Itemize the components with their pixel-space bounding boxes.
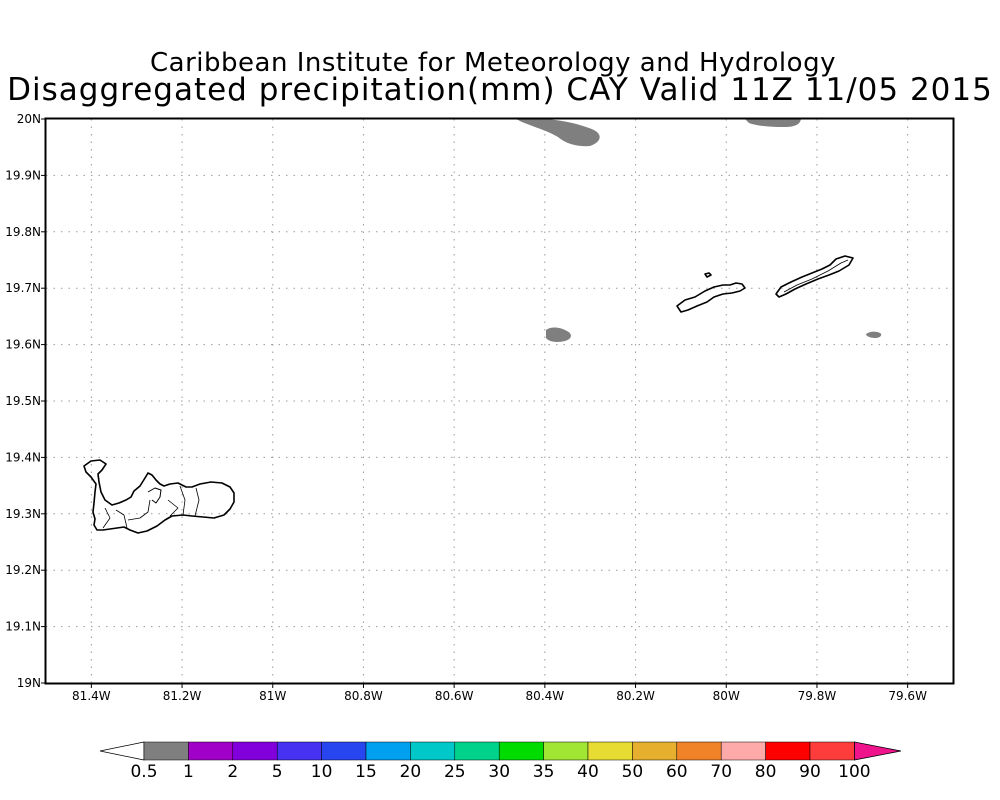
colorbar-label: 35 — [533, 762, 555, 782]
colorbar-swatch — [232, 741, 278, 761]
lat-tick-label: 19.2N — [5, 563, 41, 577]
colorbar-label: 60 — [666, 762, 688, 782]
colorbar-label: 70 — [710, 762, 732, 782]
lat-tick-label: 19.5N — [5, 394, 41, 408]
grand-cayman-outline — [83, 459, 235, 534]
longitude-tick-labels: 81.4W 81.2W 81W 80.8W 80.6W 80.4W 80.2W 80W 79.8… — [72, 689, 927, 703]
lat-tick-label: 19.6N — [5, 338, 41, 352]
lon-tick-label: 80.8W — [344, 689, 383, 703]
colorbar-label: 50 — [622, 762, 644, 782]
map-grid — [41, 118, 953, 688]
colorbar-label: 100 — [838, 762, 870, 782]
colorbar-swatch — [543, 741, 589, 761]
lat-tick-label: 19.4N — [5, 450, 41, 464]
colorbar-swatch — [365, 741, 411, 761]
lon-tick-label: 81W — [259, 689, 286, 703]
colorbar-swatch — [765, 741, 811, 761]
colorbar-swatch — [587, 741, 633, 761]
lon-tick-label: 79.8W — [798, 689, 837, 703]
lon-tick-label: 81.2W — [163, 689, 202, 703]
precip-area-central — [546, 327, 571, 342]
lat-tick-label: 20N — [17, 112, 41, 126]
lon-tick-label: 79.6W — [888, 689, 927, 703]
cayman-brac-inner-outline — [783, 259, 849, 293]
latitude-tick-labels: 20N 19.9N 19.8N 19.7N 19.6N 19.5N 19.4N 19.3N 19… — [5, 112, 41, 690]
lat-tick-label: 19N — [17, 676, 41, 690]
precip-area-north-east — [745, 119, 801, 127]
colorbar-label: 10 — [311, 762, 333, 782]
little-cayman-islet — [704, 272, 712, 278]
colorbar-label: 20 — [400, 762, 422, 782]
precip-area-north-center — [516, 119, 600, 147]
precipitation-colorbar: 0.5 1 2 5 10 15 20 25 30 35 40 50 60 70 80 90 100 — [99, 741, 902, 782]
colorbar-swatch — [321, 741, 367, 761]
colorbar-swatch — [498, 741, 544, 761]
lon-tick-label: 81.4W — [72, 689, 111, 703]
colorbar-label: 1 — [183, 762, 194, 782]
colorbar-swatch — [410, 741, 456, 761]
colorbar-label: 40 — [577, 762, 599, 782]
grand-cayman-district-lines — [102, 485, 200, 529]
colorbar-label: 25 — [444, 762, 466, 782]
colorbar-swatch — [143, 741, 189, 761]
colorbar-label: 80 — [755, 762, 777, 782]
colorbar-label: 2 — [227, 762, 238, 782]
lat-tick-label: 19.8N — [5, 225, 41, 239]
colorbar-swatch — [276, 741, 322, 761]
land-outlines — [83, 255, 854, 534]
map-frame — [44, 117, 955, 685]
precipitation-shading — [516, 119, 882, 342]
colorbar-label: 0.5 — [130, 762, 157, 782]
colorbar-swatch — [809, 741, 855, 761]
colorbar-label: 5 — [272, 762, 283, 782]
product-title: Disaggregated precipitation(mm) CAY Vali… — [7, 72, 993, 108]
lat-tick-label: 19.7N — [5, 281, 41, 295]
cayman-brac-outline — [775, 255, 854, 298]
lon-tick-label: 80.4W — [526, 689, 565, 703]
colorbar-swatch — [632, 741, 678, 761]
colorbar-label: 90 — [799, 762, 821, 782]
lat-tick-label: 19.9N — [5, 168, 41, 182]
colorbar-swatch — [676, 741, 722, 761]
lon-tick-label: 80.2W — [616, 689, 655, 703]
little-cayman-outline — [676, 282, 746, 313]
colorbar-swatch — [454, 741, 500, 761]
colorbar-label: 30 — [488, 762, 510, 782]
precip-area-east-small — [866, 331, 882, 338]
lon-tick-label: 80W — [713, 689, 740, 703]
grand-cayman-north-sound — [147, 487, 162, 504]
lat-tick-label: 19.1N — [5, 620, 41, 634]
institute-title: Caribbean Institute for Meteorology and … — [150, 48, 836, 78]
colorbar-low-triangle — [99, 741, 145, 761]
colorbar-swatch — [188, 741, 234, 761]
lon-tick-label: 80.6W — [435, 689, 474, 703]
lat-tick-label: 19.3N — [5, 507, 41, 521]
colorbar-swatch — [720, 741, 766, 761]
colorbar-high-triangle — [854, 741, 902, 761]
colorbar-label: 15 — [355, 762, 377, 782]
